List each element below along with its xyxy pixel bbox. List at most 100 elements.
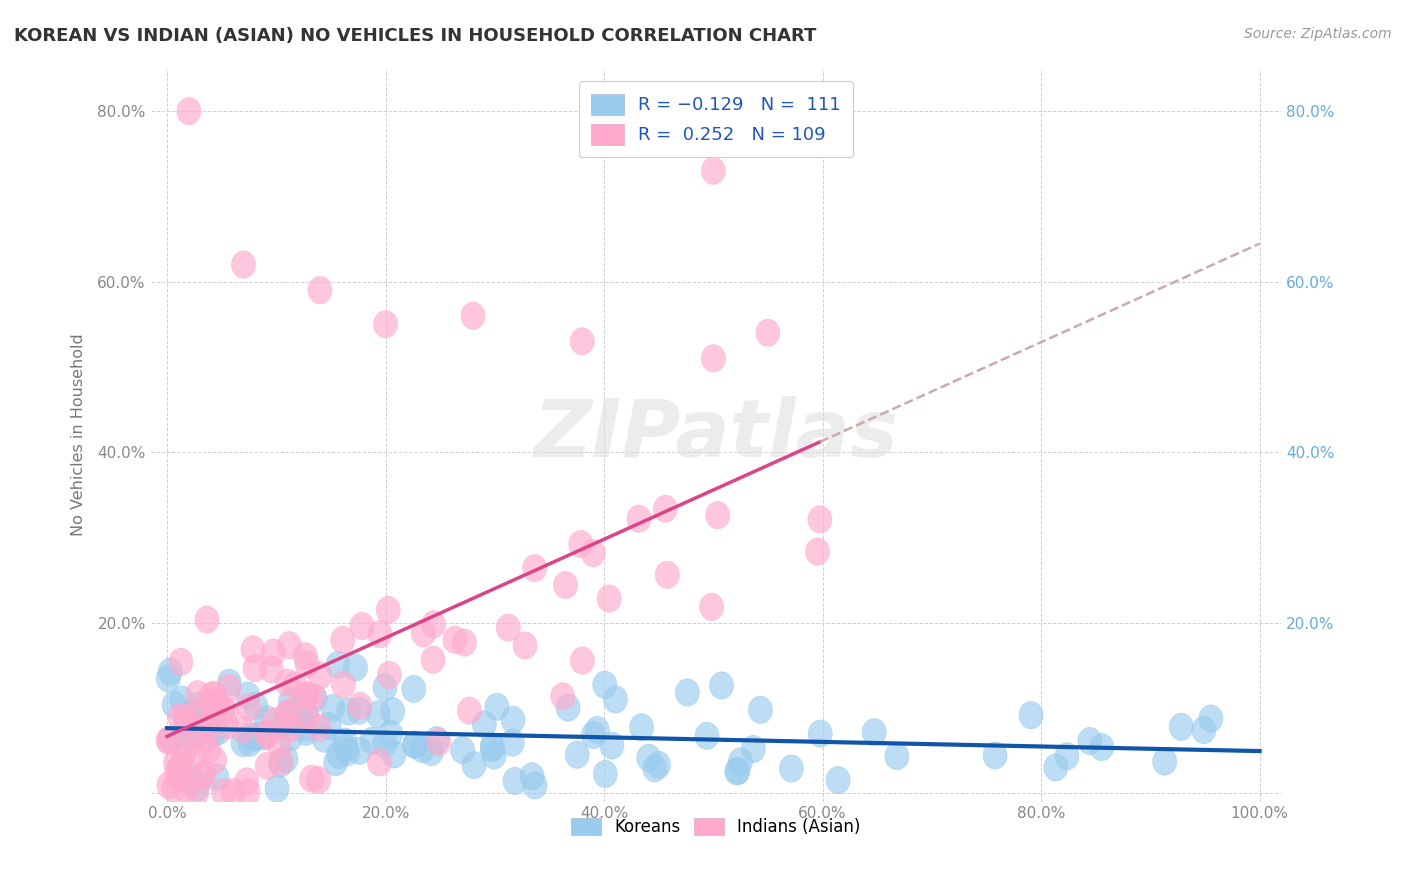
- Ellipse shape: [231, 716, 254, 743]
- Ellipse shape: [808, 506, 832, 533]
- Ellipse shape: [165, 760, 188, 787]
- Ellipse shape: [262, 639, 285, 666]
- Ellipse shape: [243, 692, 267, 720]
- Ellipse shape: [193, 724, 218, 752]
- Ellipse shape: [884, 742, 908, 770]
- Ellipse shape: [215, 698, 239, 725]
- Ellipse shape: [655, 561, 679, 589]
- Ellipse shape: [700, 593, 724, 621]
- Ellipse shape: [582, 722, 606, 748]
- Ellipse shape: [156, 726, 181, 754]
- Ellipse shape: [481, 733, 505, 760]
- Ellipse shape: [195, 606, 219, 633]
- Ellipse shape: [321, 694, 344, 722]
- Ellipse shape: [163, 748, 187, 776]
- Ellipse shape: [156, 665, 180, 692]
- Ellipse shape: [862, 719, 886, 746]
- Ellipse shape: [179, 698, 204, 725]
- Ellipse shape: [167, 755, 191, 781]
- Ellipse shape: [501, 729, 524, 756]
- Ellipse shape: [243, 655, 267, 681]
- Ellipse shape: [485, 693, 509, 721]
- Ellipse shape: [295, 650, 319, 678]
- Ellipse shape: [332, 671, 356, 698]
- Ellipse shape: [326, 741, 350, 768]
- Ellipse shape: [695, 723, 718, 749]
- Ellipse shape: [205, 764, 229, 791]
- Ellipse shape: [254, 706, 278, 733]
- Ellipse shape: [756, 319, 780, 346]
- Ellipse shape: [276, 699, 299, 727]
- Ellipse shape: [520, 763, 544, 790]
- Ellipse shape: [554, 572, 578, 599]
- Ellipse shape: [294, 718, 318, 746]
- Ellipse shape: [457, 697, 481, 724]
- Ellipse shape: [238, 723, 262, 750]
- Legend: Koreans, Indians (Asian): Koreans, Indians (Asian): [562, 810, 869, 845]
- Ellipse shape: [276, 699, 299, 727]
- Ellipse shape: [367, 701, 391, 728]
- Ellipse shape: [197, 736, 221, 764]
- Ellipse shape: [167, 764, 193, 791]
- Ellipse shape: [217, 669, 242, 697]
- Ellipse shape: [235, 768, 259, 795]
- Ellipse shape: [710, 672, 734, 699]
- Ellipse shape: [256, 752, 280, 780]
- Ellipse shape: [496, 614, 520, 641]
- Ellipse shape: [706, 501, 730, 529]
- Ellipse shape: [1199, 705, 1223, 732]
- Ellipse shape: [565, 741, 589, 768]
- Ellipse shape: [503, 767, 527, 795]
- Ellipse shape: [262, 707, 285, 735]
- Ellipse shape: [333, 734, 357, 762]
- Ellipse shape: [253, 723, 277, 750]
- Ellipse shape: [246, 722, 270, 749]
- Ellipse shape: [295, 681, 319, 708]
- Ellipse shape: [463, 751, 486, 779]
- Ellipse shape: [593, 671, 617, 698]
- Ellipse shape: [585, 716, 609, 744]
- Ellipse shape: [200, 682, 224, 709]
- Ellipse shape: [523, 555, 547, 582]
- Ellipse shape: [156, 727, 180, 755]
- Ellipse shape: [312, 725, 336, 752]
- Ellipse shape: [1043, 754, 1067, 781]
- Ellipse shape: [453, 629, 477, 657]
- Ellipse shape: [603, 686, 627, 713]
- Ellipse shape: [374, 310, 398, 338]
- Ellipse shape: [193, 760, 217, 787]
- Ellipse shape: [294, 642, 318, 670]
- Text: ZIPatlas: ZIPatlas: [533, 396, 898, 474]
- Ellipse shape: [159, 726, 183, 753]
- Text: KOREAN VS INDIAN (ASIAN) NO VEHICLES IN HOUSEHOLD CORRELATION CHART: KOREAN VS INDIAN (ASIAN) NO VEHICLES IN …: [14, 27, 817, 45]
- Ellipse shape: [260, 656, 284, 683]
- Text: Source: ZipAtlas.com: Source: ZipAtlas.com: [1244, 27, 1392, 41]
- Ellipse shape: [162, 775, 186, 803]
- Ellipse shape: [307, 766, 330, 794]
- Ellipse shape: [330, 626, 354, 654]
- Ellipse shape: [377, 661, 401, 689]
- Ellipse shape: [367, 748, 391, 776]
- Ellipse shape: [211, 779, 235, 805]
- Ellipse shape: [326, 651, 350, 679]
- Ellipse shape: [278, 688, 302, 715]
- Ellipse shape: [404, 731, 427, 758]
- Ellipse shape: [307, 714, 330, 741]
- Ellipse shape: [183, 742, 207, 769]
- Ellipse shape: [181, 765, 205, 793]
- Ellipse shape: [169, 753, 193, 780]
- Ellipse shape: [186, 681, 209, 708]
- Ellipse shape: [637, 744, 661, 772]
- Ellipse shape: [169, 648, 193, 675]
- Ellipse shape: [294, 704, 319, 731]
- Ellipse shape: [373, 731, 396, 758]
- Ellipse shape: [256, 720, 280, 747]
- Ellipse shape: [569, 531, 593, 558]
- Ellipse shape: [194, 713, 218, 740]
- Ellipse shape: [243, 724, 267, 751]
- Ellipse shape: [600, 732, 624, 759]
- Ellipse shape: [422, 646, 446, 673]
- Ellipse shape: [204, 705, 228, 731]
- Ellipse shape: [741, 735, 765, 763]
- Ellipse shape: [513, 632, 537, 659]
